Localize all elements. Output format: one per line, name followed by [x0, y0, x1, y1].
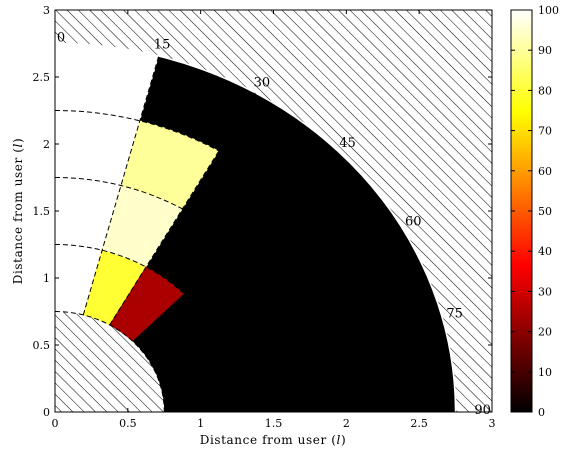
- x-tick-label-5: 2.5: [410, 417, 428, 430]
- colorbar-tick-label-4: 40: [538, 245, 552, 258]
- x-tick-label-2: 1: [197, 417, 204, 430]
- colorbar-tick-label-10: 100: [538, 4, 559, 17]
- outer-boundary-arc: [55, 42, 457, 412]
- angle-label-45: 45: [339, 136, 356, 151]
- y-tick-label-0: 0: [43, 406, 50, 419]
- y-tick-label-3: 1.5: [33, 205, 51, 218]
- y-axis: 0 0.5 1 1.5 2 2.5 3: [33, 4, 492, 419]
- y-axis-label-text: Distance from user: [11, 157, 25, 284]
- grid-arc-3: [55, 110, 384, 412]
- colorbar-tick-label-5: 50: [538, 205, 552, 218]
- y-tick-label-6: 3: [43, 4, 50, 17]
- colorbar: 0 10 20 30 40 50 60 70 80 90 100: [510, 4, 559, 419]
- x-tick-label-4: 2: [343, 417, 350, 430]
- angle-label-60: 60: [405, 215, 422, 230]
- colorbar-tick-label-1: 10: [538, 366, 552, 379]
- y-tick-label-1: 0.5: [33, 339, 51, 352]
- angle-label-0: 0: [57, 30, 65, 45]
- angle-label-15: 15: [154, 37, 171, 52]
- colorbar-tick-label-0: 0: [538, 406, 545, 419]
- x-tick-label-3: 1.5: [265, 417, 283, 430]
- plot-area: 0 15 30 45 60 75 90: [54, 9, 493, 418]
- y-axis-label: Distance from user (l): [11, 138, 25, 285]
- grid-arc-2: [55, 177, 311, 412]
- x-axis-label: Distance from user (l): [200, 433, 347, 447]
- x-tick-label-0: 0: [52, 417, 59, 430]
- colorbar-tick-label-3: 30: [538, 285, 552, 298]
- angle-label-90: 90: [474, 403, 491, 418]
- x-tick-label-1: 0.5: [119, 417, 137, 430]
- angle-label-30: 30: [254, 75, 271, 90]
- colorbar-tick-label-9: 90: [538, 44, 552, 57]
- colorbar-tick-label-7: 70: [538, 125, 552, 138]
- angle-label-75: 75: [446, 307, 463, 322]
- x-axis-label-text: Distance from user: [200, 433, 327, 447]
- y-tick-label-4: 2: [43, 138, 50, 151]
- colorbar-tick-label-2: 20: [538, 326, 552, 339]
- colorbar-tick-label-6: 60: [538, 165, 552, 178]
- x-axis-unit: l: [337, 433, 341, 447]
- x-tick-label-6: 3: [489, 417, 496, 430]
- x-axis: 0 0.5 1 1.5 2 2.5 3: [52, 10, 496, 430]
- grid-ray-0: [82, 55, 160, 316]
- colorbar-tick-label-8: 80: [538, 84, 552, 97]
- grid-ray-1: [109, 92, 256, 326]
- y-tick-label-5: 2.5: [33, 71, 51, 84]
- grid-arc-1: [55, 244, 238, 412]
- y-tick-label-2: 1: [43, 272, 50, 285]
- grid-arc-0: [55, 311, 165, 412]
- heatmap-cell-7: [55, 43, 160, 122]
- y-axis-unit: l: [11, 143, 25, 147]
